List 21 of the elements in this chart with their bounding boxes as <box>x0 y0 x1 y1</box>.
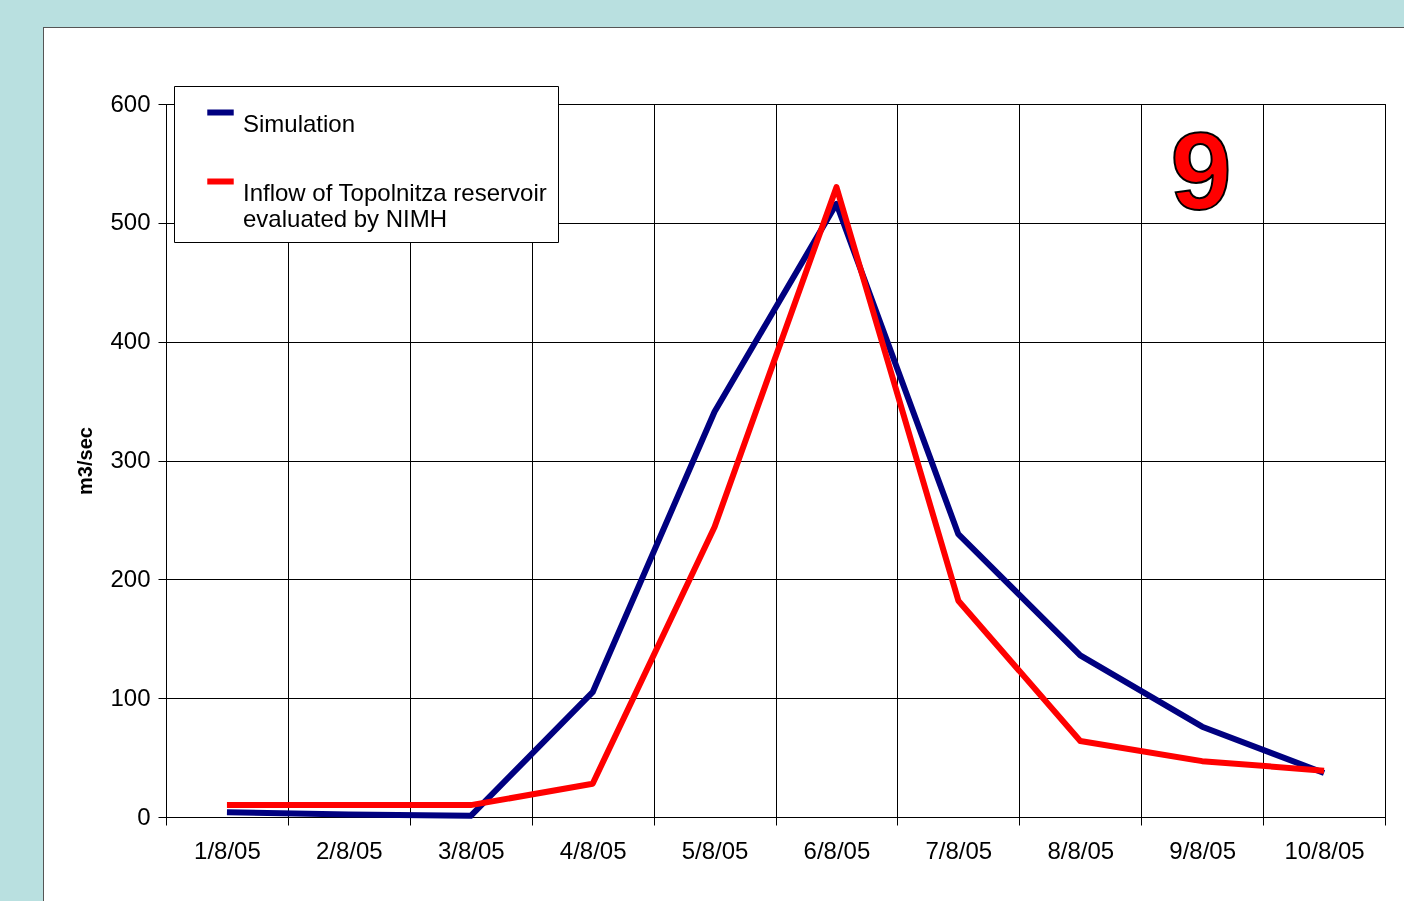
x-tick-label: 1/8/05 <box>194 836 261 864</box>
y-tick-label: 200 <box>110 564 151 592</box>
y-tick-label: 100 <box>110 683 151 711</box>
annotation: 9 <box>1170 109 1232 232</box>
x-tick-label: 6/8/05 <box>803 836 871 864</box>
legend-label: Simulation <box>243 109 356 137</box>
y-tick-label: 300 <box>110 446 151 473</box>
x-tick-label: 4/8/05 <box>559 836 627 864</box>
x-tick-label: 7/8/05 <box>925 836 993 864</box>
y-tick-label: 0 <box>137 802 151 830</box>
y-tick-label: 600 <box>110 89 151 117</box>
legend-label: Inflow of Topolnitza reservoir evaluated by NIMH <box>243 178 547 232</box>
x-tick-label: 5/8/05 <box>681 836 749 864</box>
x-tick-label: 10/8/05 <box>1284 836 1365 864</box>
y-tick-label: 500 <box>110 208 151 236</box>
x-tick-label: 9/8/05 <box>1169 836 1237 864</box>
y-axis-title: m3/sec <box>74 427 97 495</box>
x-tick-label: 3/8/05 <box>437 836 505 864</box>
x-tick-label: 2/8/05 <box>315 836 383 864</box>
x-tick-label: 8/8/05 <box>1047 836 1115 864</box>
y-tick-label: 400 <box>110 327 151 355</box>
